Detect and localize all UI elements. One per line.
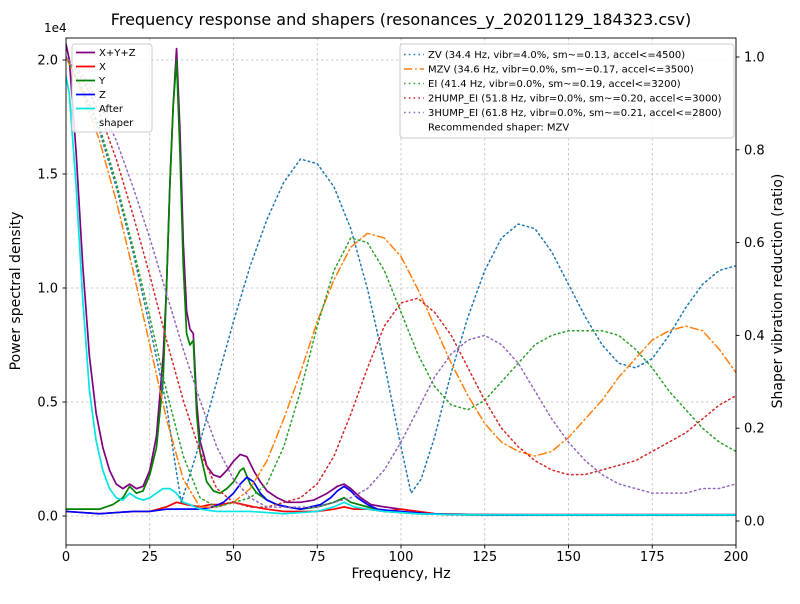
- svg-text:0.2: 0.2: [744, 422, 765, 437]
- psd-series-x+y+z: [66, 43, 736, 516]
- shaper-series-ei: [66, 56, 736, 508]
- svg-text:175: 175: [640, 550, 665, 565]
- data-curves: [66, 43, 736, 516]
- svg-text:0.0: 0.0: [744, 515, 765, 530]
- svg-text:ZV (34.4 Hz, vibr=4.0%, sm~=0.: ZV (34.4 Hz, vibr=4.0%, sm~=0.13, accel<…: [428, 50, 685, 61]
- psd-series-after-shaper: [66, 75, 736, 516]
- svg-text:0.5: 0.5: [37, 396, 58, 411]
- svg-text:3HUMP_EI (61.8 Hz, vibr=0.0%,: 3HUMP_EI (61.8 Hz, vibr=0.0%, sm~=0.21, …: [428, 108, 722, 119]
- legend-psd: X+Y+Z XYZ After shaper: [71, 43, 153, 133]
- svg-text:0.0: 0.0: [37, 510, 58, 525]
- y-axis-label-right: Shaper vibration reduction (ratio): [770, 174, 786, 409]
- svg-text:Y: Y: [98, 76, 106, 87]
- svg-text:25: 25: [141, 550, 158, 565]
- svg-text:2.0: 2.0: [37, 54, 58, 69]
- x-axis-label: Frequency, Hz: [351, 566, 450, 582]
- chart-title: Frequency response and shapers (resonanc…: [111, 10, 691, 30]
- shaper-series-mzv: [66, 56, 736, 508]
- svg-text:1.0: 1.0: [37, 282, 58, 297]
- svg-text:MZV (34.6 Hz, vibr=0.0%, sm~=0: MZV (34.6 Hz, vibr=0.0%, sm~=0.17, accel…: [428, 65, 694, 76]
- svg-text:100: 100: [389, 550, 414, 565]
- svg-text:1.5: 1.5: [37, 168, 58, 183]
- svg-text:shaper: shaper: [99, 118, 134, 129]
- svg-text:200: 200: [724, 550, 749, 565]
- svg-text:0: 0: [62, 550, 70, 565]
- legend-shapers: ZV (34.4 Hz, vibr=4.0%, sm~=0.13, accel<…: [399, 43, 735, 139]
- chart-generated-content: 0 25 50 75 100 125 150 175 200 0.0 0.5 1.0 1.5 2.0 0.0…: [37, 37, 765, 566]
- svg-text:After: After: [99, 104, 124, 115]
- svg-text:0.8: 0.8: [744, 143, 765, 158]
- svg-text:125: 125: [472, 550, 497, 565]
- svg-text:0.6: 0.6: [744, 236, 765, 251]
- shaper-series-zv: [66, 56, 736, 504]
- tick-labels: 0 25 50 75 100 125 150 175 200 0.0 0.5 1.0 1.5 2.0 0.0…: [37, 51, 764, 566]
- svg-text:0.4: 0.4: [744, 329, 765, 344]
- svg-text:X: X: [99, 62, 106, 73]
- shaper-series-3hump_ei: [66, 56, 736, 508]
- svg-text:1.0: 1.0: [744, 51, 765, 66]
- svg-text:50: 50: [225, 550, 242, 565]
- recommended-shaper-note: Recommended shaper: MZV: [428, 123, 569, 134]
- svg-text:75: 75: [309, 550, 326, 565]
- svg-text:150: 150: [556, 550, 581, 565]
- svg-text:X+Y+Z: X+Y+Z: [99, 48, 136, 59]
- shaper-series-2hump_ei: [66, 56, 736, 508]
- y-axis-label-left: Power spectral density: [8, 212, 24, 371]
- svg-text:2HUMP_EI (51.8 Hz, vibr=0.0%,: 2HUMP_EI (51.8 Hz, vibr=0.0%, sm~=0.20, …: [428, 94, 722, 105]
- svg-text:EI (41.4 Hz, vibr=0.0%, sm~=0.: EI (41.4 Hz, vibr=0.0%, sm~=0.19, accel<…: [428, 79, 681, 90]
- svg-text:Z: Z: [99, 90, 106, 101]
- y-axis-offset-label: 1e4: [44, 21, 67, 35]
